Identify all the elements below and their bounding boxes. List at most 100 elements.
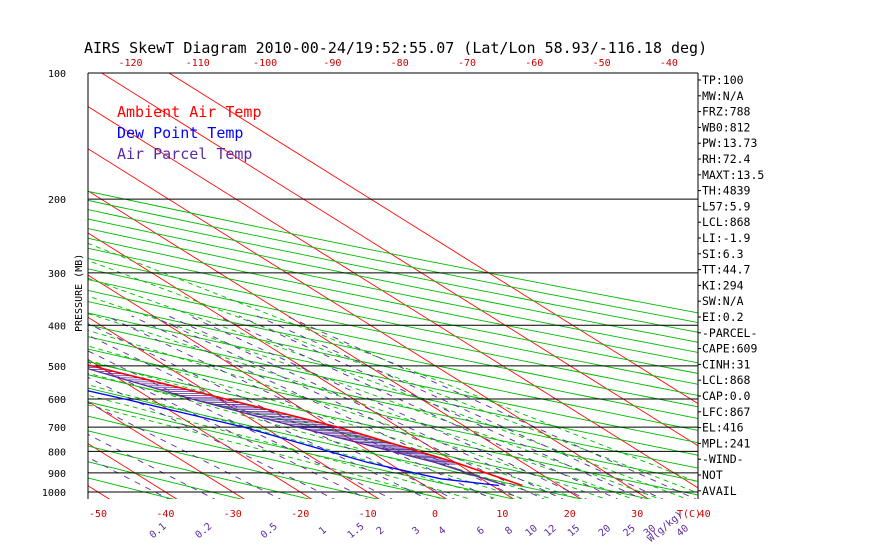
mixing-ratio-tick-label: 0.2 [193,521,214,541]
mixing-ratio-tick-label: 20 [597,523,613,539]
isotherm-line [88,400,245,499]
y-axis-label: PRESSURE (MB) [74,254,85,332]
top-temp-tick-label: -50 [593,58,611,69]
side-panel-entry: MAXT:13.5 [702,168,764,182]
side-panel-entry: FRZ:788 [702,105,751,119]
bottom-temp-tick-label: -20 [291,509,309,520]
bottom-temp-tick-label: 0 [432,509,438,520]
dry-adiabat-line [88,401,516,499]
side-panel-entry: AVAIL [702,484,737,498]
moist-adiabat-line [88,372,526,499]
pressure-tick-label: 700 [48,423,66,434]
legend-entry: Dew Point Temp [117,124,243,142]
mixing-ratio-tick-label: 6 [475,525,487,537]
top-temp-tick-label: -120 [118,58,142,69]
top-temp-tick-label: -100 [253,58,277,69]
legend-entry: Ambient Air Temp [117,103,262,121]
side-panel-entry: LCL:868 [702,373,751,387]
moist-adiabat-line [88,277,689,499]
x-axis-label: T(C) [677,509,701,520]
pressure-tick-label: 900 [48,469,66,480]
pressure-tick-label: 1000 [42,488,66,499]
dry-adiabat-line [88,289,698,419]
isotherm-line [88,232,515,499]
mixing-ratio-line [238,315,644,499]
isotherm-line [0,54,45,501]
mixing-ratio-tick-label: 8 [503,525,515,537]
dry-adiabat-line [88,312,698,444]
mixing-ratio-line [151,315,545,499]
chart-title: AIRS SkewT Diagram 2010-00-24/19:52:55.0… [84,39,707,57]
bottom-temp-tick-label: 30 [631,509,643,520]
dry-adiabat-line [88,190,698,314]
top-temp-tick-label: -90 [323,58,341,69]
top-temp-tick-label: -110 [186,58,210,69]
isotherm-line [88,316,380,499]
side-panel-entry: TT:44.7 [702,263,751,277]
isotherm-line [88,358,313,499]
legend: Ambient Air Temp Dew Point Temp Air Parcel… [117,103,262,163]
moist-adiabat-line [88,242,698,483]
dry-adiabat-line [88,336,698,469]
profile-line [88,368,506,487]
dry-adiabat-line [88,199,698,323]
side-panel-entry: LFC:867 [702,405,751,419]
mixing-ratio-tick-label: 25 [621,523,637,539]
dry-adiabat-line [88,461,243,499]
dry-adiabat-line [88,301,698,431]
mixing-ratio-tick-label: 40 [675,523,691,539]
pressure-tick-label: 400 [48,321,66,332]
side-panel-entry: PW:13.73 [702,136,757,150]
pressure-tick-label: 300 [48,269,66,280]
side-panel-entry: EL:416 [702,421,744,435]
dry-adiabat-line [88,237,698,364]
isotherm-line [88,106,698,489]
side-panel-entry: CINH:31 [702,357,751,371]
mixing-ratio-line [216,315,619,499]
side-panel-entry: LI:-1.9 [702,231,751,245]
mixing-ratio-line [189,315,588,499]
mixing-ratio-tick-label: 3 [410,525,422,537]
side-panel-entry: KI:294 [702,278,744,292]
mixing-ratio-line [285,315,697,499]
side-panel-entry: WB0:812 [702,120,750,134]
dry-adiabat-line [88,415,448,499]
isotherm-line [100,73,698,447]
mixing-ratio-tick-label: 1.5 [346,521,367,541]
side-panel-entry: -WIND- [702,452,744,466]
moist-adiabat-line [88,260,698,494]
side-panel-entry: EI:0.2 [702,310,744,324]
bottom-temp-tick-label: -40 [156,509,174,520]
dry-adiabat-line [88,268,698,396]
pressure-tick-label: 500 [48,362,66,373]
dry-adiabat-line [88,279,698,408]
isotherm-line [168,73,698,405]
bottom-temp-tick-label: 20 [564,509,576,520]
dry-adiabat-line [88,209,698,333]
profile-lines [88,364,523,487]
side-panel-entry: NOT [702,468,723,482]
background-lines [0,54,698,501]
bottom-temp-tick-label: -10 [359,509,377,520]
dry-adiabat-line [88,430,380,499]
isotherm-line [88,190,582,499]
side-panel-entry: CAP:0.0 [702,389,751,403]
mixing-ratio-line [88,376,335,499]
bottom-temp-tick-label: -30 [224,509,242,520]
side-panel-entry: MPL:241 [702,436,751,450]
top-temp-tick-label: -70 [458,58,476,69]
side-panel-entry: SW:N/A [702,294,744,308]
dry-adiabat-line [88,361,698,496]
side-panel-entry: TP:100 [702,73,744,87]
side-panel-entry: -PARCEL- [702,326,757,340]
side-panel-entry: L57:5.9 [702,199,751,213]
moist-adiabat-line [88,394,472,499]
bottom-temp-tick-label: -50 [89,509,107,520]
moist-adiabat-line [88,345,580,499]
cape-hatch-area [88,364,461,465]
moist-adiabat-line [88,295,662,499]
isobar-lines [88,72,698,493]
legend-entry: Air Parcel Temp [117,145,252,163]
mixing-ratio-tick-label: 1 [317,525,329,537]
